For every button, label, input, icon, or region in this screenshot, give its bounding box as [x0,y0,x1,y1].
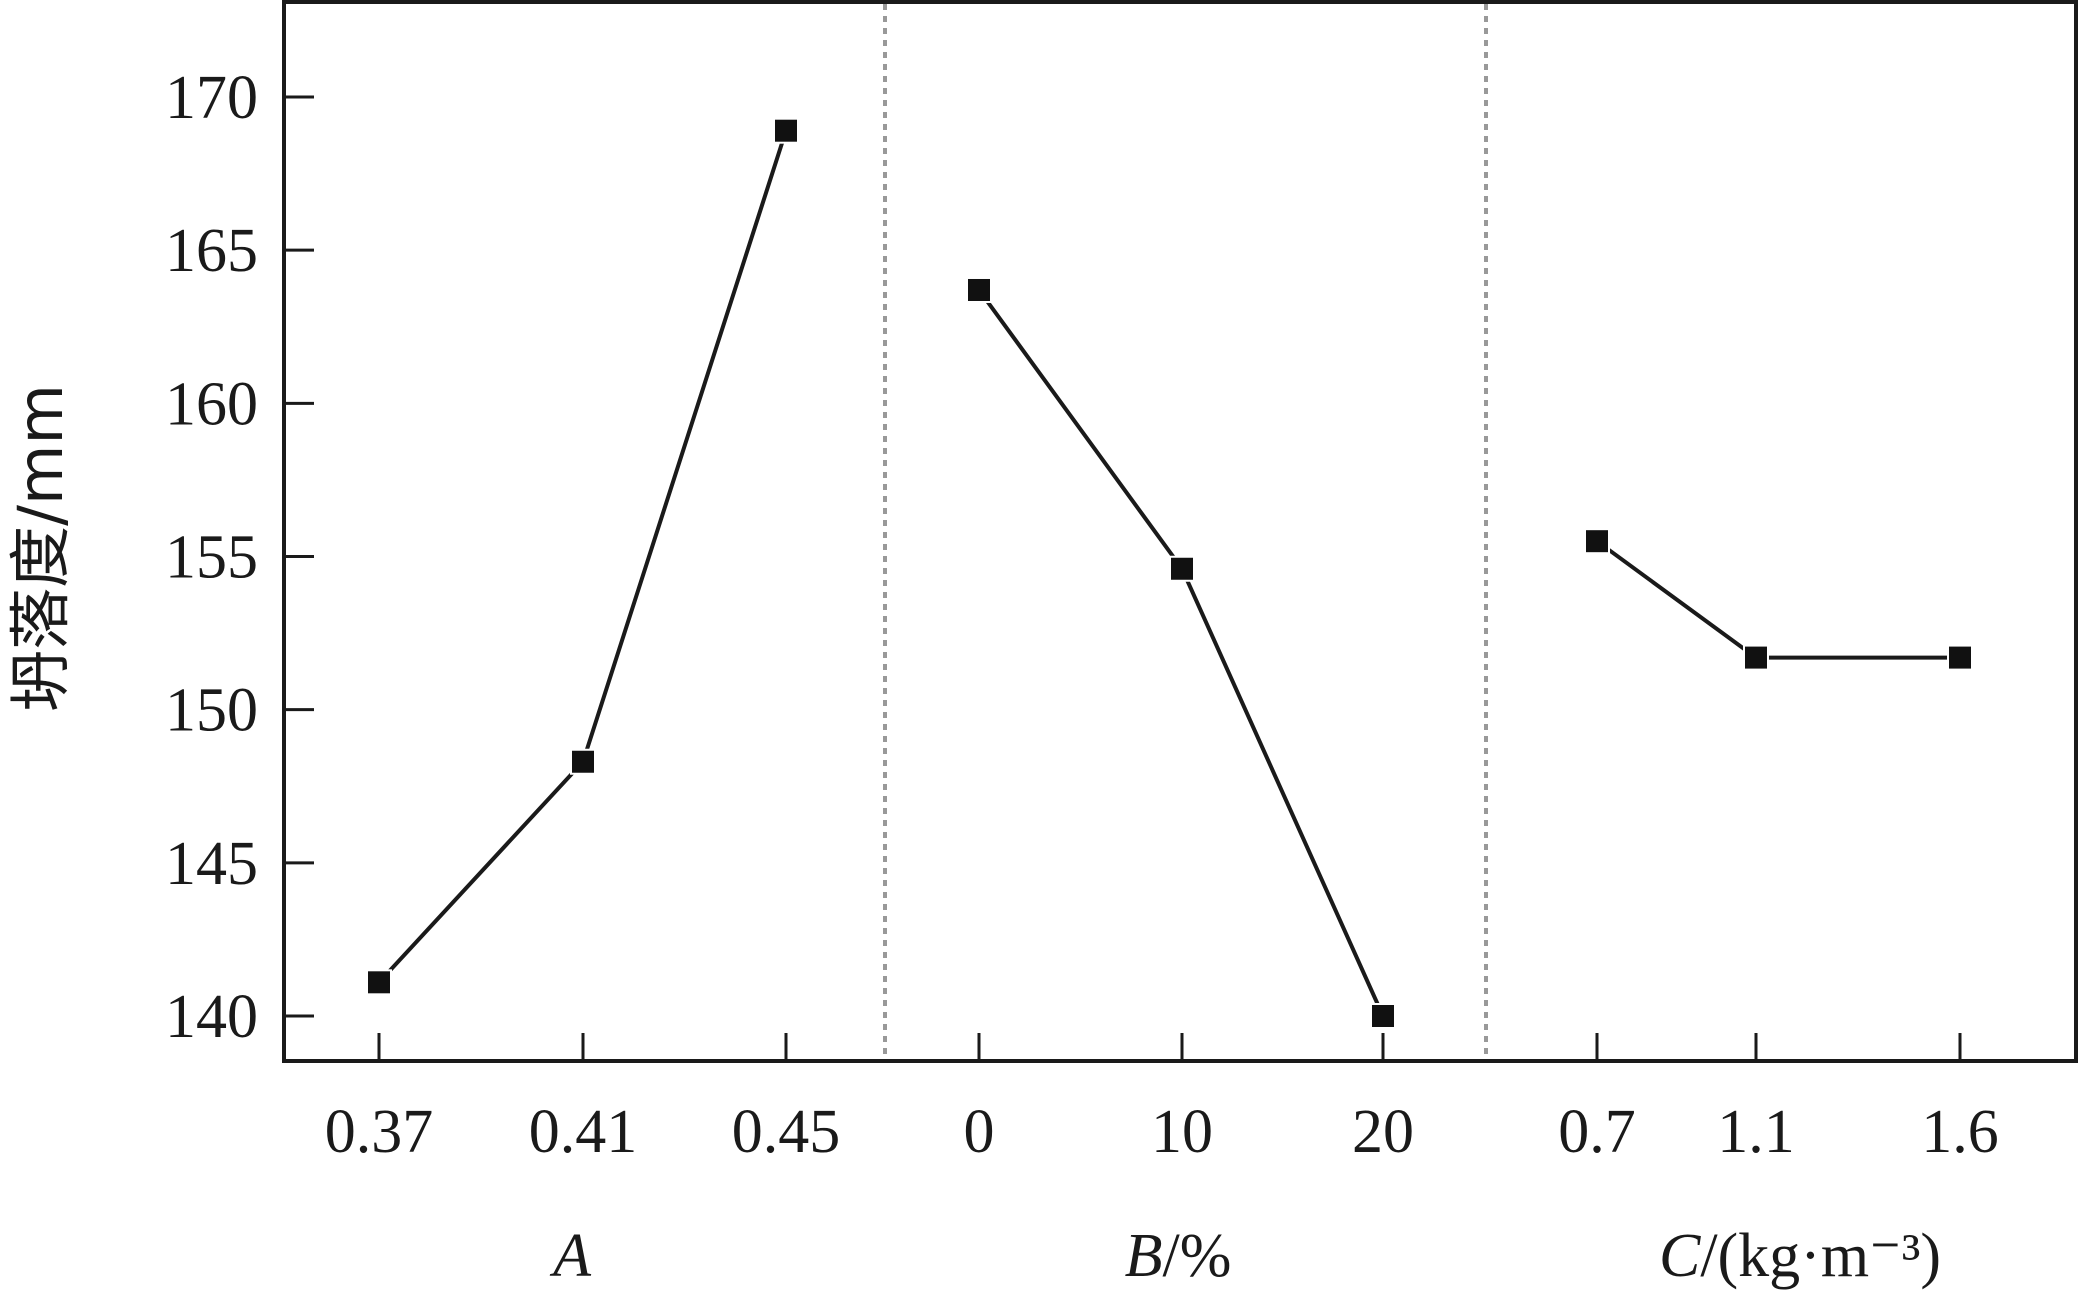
x-tick-label: 1.6 [1921,1098,1999,1166]
y-tick-label: 145 [165,830,258,898]
x-tick-label: 0.37 [325,1098,434,1166]
x-tick-label: 10 [1151,1098,1213,1166]
x-axis-title-unit: /(kg·m⁻³) [1700,1222,1941,1290]
series-line-1 [377,130,788,984]
series-line-3 [1595,539,1960,660]
data-marker [1743,644,1769,671]
x-axis: 0.37 0.41 0.45 0 10 20 0.7 1.1 1.6 [325,1033,1999,1166]
data-marker [570,748,596,775]
data-marker [366,969,392,996]
y-tick-label: 155 [165,524,258,592]
data-marker [1584,528,1610,555]
x-tick-label: 0.7 [1558,1098,1636,1166]
data-marker [1370,1003,1396,1029]
y-tick-label: 160 [165,370,258,438]
x-tick-label: 0.41 [529,1098,638,1166]
y-tick-label: 150 [165,677,258,745]
data-marker [1947,644,1973,671]
x-axis-title-variable: A [549,1222,592,1290]
x-tick-label: 20 [1352,1098,1414,1166]
y-tick-label: 165 [165,217,258,285]
y-axis: 140 145 150 155 160 165 170 [165,64,314,1051]
x-tick-label: 0.45 [732,1098,841,1166]
series-group [366,117,1973,1029]
y-axis-label: 坍落度/mm [4,384,77,712]
plot-frame [282,0,2078,1063]
x-axis-title-variable: C [1659,1222,1701,1290]
panel-dividers [883,4,1488,1059]
x-tick-label: 0 [964,1098,995,1166]
data-marker [1169,555,1195,582]
y-tick-label: 170 [165,64,258,132]
y-tick-label: 140 [165,983,258,1051]
data-marker [773,117,799,144]
x-tick-label: 1.1 [1717,1098,1795,1166]
x-axis-title: B/% [1125,1222,1232,1290]
x-axis-title: C/(kg·m⁻³) [1659,1222,1941,1290]
x-axis-title-unit: /% [1163,1222,1232,1290]
x-axis-titles: A B/% C/(kg·m⁻³) [549,1222,1941,1290]
x-axis-title-variable: B [1125,1222,1163,1290]
series-line-2 [977,288,1385,1017]
x-axis-title: A [549,1222,592,1290]
data-marker [966,276,992,303]
